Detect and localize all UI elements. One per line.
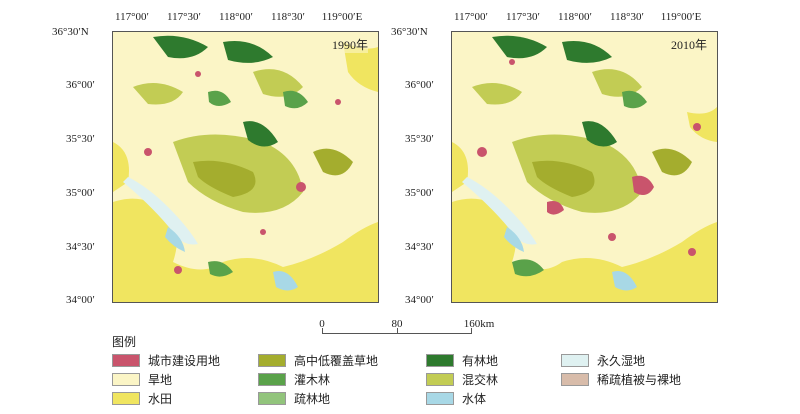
map-2010-graphic — [452, 35, 717, 302]
land-cover-map-1990: 1990年 — [112, 31, 379, 303]
scale-label: 160km — [463, 318, 495, 330]
legend-item-grassland: 高中低覆盖草地 — [258, 353, 379, 368]
lon-label: 117°00′ — [115, 11, 149, 23]
lat-label: 36°00′ — [405, 79, 434, 91]
scale-tick — [322, 328, 323, 334]
lon-label: 119°00′E — [321, 11, 363, 23]
legend-item-bare: 稀疏植被与裸地 — [561, 372, 682, 387]
lat-label: 34°00′ — [66, 294, 95, 306]
legend-swatch — [258, 391, 286, 405]
legend-swatch — [112, 391, 140, 405]
scale-tick — [397, 328, 398, 334]
legend-item-urban: 城市建设用地 — [112, 353, 221, 368]
legend-swatch — [426, 372, 454, 386]
lat-label: 36°30′N — [391, 26, 428, 38]
legend-item-sparse-forest: 疏林地 — [258, 391, 331, 406]
legend-title: 图例 — [112, 335, 137, 349]
legend-swatch — [258, 372, 286, 386]
lat-label: 34°00′ — [405, 294, 434, 306]
legend-label: 旱地 — [148, 372, 173, 387]
lon-label: 117°30′ — [167, 11, 201, 23]
legend-swatch — [561, 372, 589, 386]
legend-label: 混交林 — [462, 372, 499, 387]
map-year-label: 2010年 — [670, 36, 707, 53]
lon-label: 117°00′ — [454, 11, 488, 23]
scale-tick — [471, 328, 472, 334]
lon-label: 118°00′ — [219, 11, 253, 23]
legend-swatch — [258, 353, 286, 367]
lat-label: 34°30′ — [405, 241, 434, 253]
scale-label: 80 — [391, 318, 403, 330]
legend-label: 城市建设用地 — [148, 353, 221, 368]
legend-label: 水体 — [462, 391, 487, 406]
lat-label: 36°30′N — [52, 26, 89, 38]
legend-label: 永久湿地 — [597, 353, 646, 368]
legend-label: 有林地 — [462, 353, 499, 368]
legend-label: 灌木林 — [294, 372, 331, 387]
legend-label: 稀疏植被与裸地 — [597, 372, 682, 387]
legend-item-dryland: 旱地 — [112, 372, 173, 387]
lon-label: 118°30′ — [610, 11, 644, 23]
legend-label: 水田 — [148, 391, 173, 406]
lat-label: 36°00′ — [66, 79, 95, 91]
lon-label: 118°00′ — [558, 11, 592, 23]
legend-item-paddy: 水田 — [112, 391, 173, 406]
map-year-label: 1990年 — [331, 36, 368, 53]
legend-item-forest: 有林地 — [426, 353, 499, 368]
legend-item-water: 水体 — [426, 391, 487, 406]
legend-label: 高中低覆盖草地 — [294, 353, 379, 368]
legend-item-wetland: 永久湿地 — [561, 353, 646, 368]
scale-bar: 0 80 160km — [319, 318, 494, 342]
lat-label: 35°30′ — [405, 133, 434, 145]
lat-label: 35°00′ — [405, 187, 434, 199]
legend-swatch — [112, 353, 140, 367]
legend-swatch — [561, 353, 589, 367]
lat-label: 35°00′ — [66, 187, 95, 199]
legend-item-mixed-forest: 混交林 — [426, 372, 499, 387]
legend-item-shrub: 灌木林 — [258, 372, 331, 387]
legend-swatch — [426, 353, 454, 367]
lat-label: 34°30′ — [66, 241, 95, 253]
legend-swatch — [112, 372, 140, 386]
map-1990-graphic — [113, 35, 378, 302]
lon-label: 118°30′ — [271, 11, 305, 23]
lon-label: 117°30′ — [506, 11, 540, 23]
legend-label: 疏林地 — [294, 391, 331, 406]
lat-label: 35°30′ — [66, 133, 95, 145]
lon-label: 119°00′E — [660, 11, 702, 23]
land-cover-map-2010: 2010年 — [451, 31, 718, 303]
scale-label: 0 — [319, 318, 325, 330]
legend-swatch — [426, 391, 454, 405]
